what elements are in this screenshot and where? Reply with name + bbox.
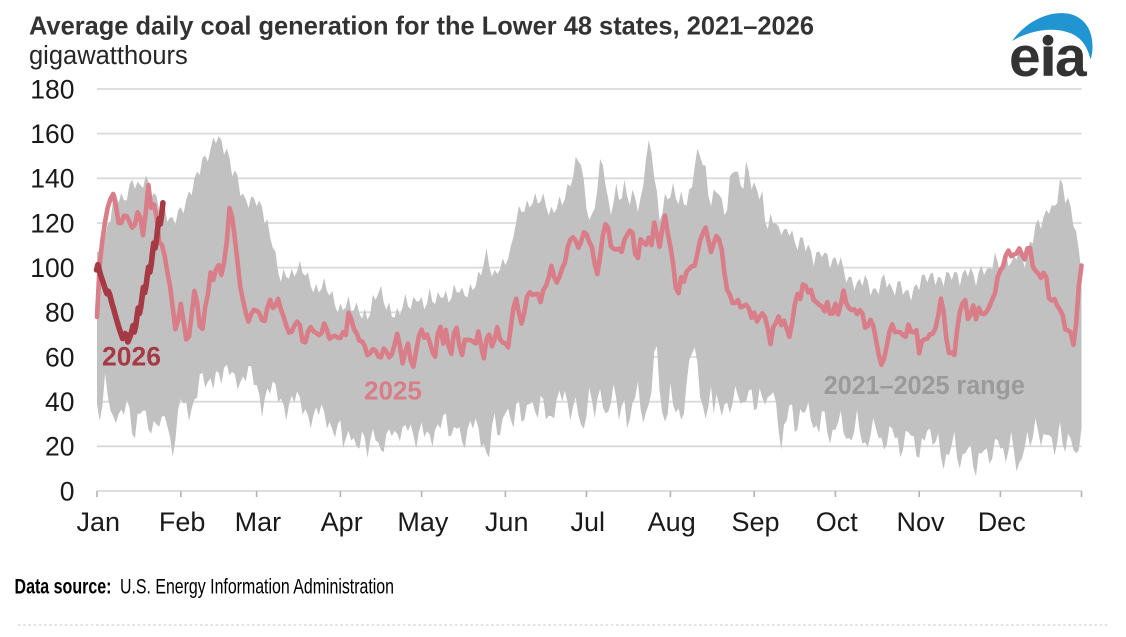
svg-text:Oct: Oct <box>816 507 859 537</box>
svg-text:120: 120 <box>30 208 74 238</box>
svg-text:2026: 2026 <box>102 342 161 372</box>
svg-text:Jun: Jun <box>485 507 529 537</box>
svg-text:20: 20 <box>45 432 74 462</box>
svg-text:140: 140 <box>30 164 74 194</box>
svg-text:e: e <box>1009 25 1041 89</box>
svg-text:Data source:: Data source: <box>15 575 112 599</box>
svg-text:Apr: Apr <box>321 507 363 537</box>
svg-text:2021–2025 range: 2021–2025 range <box>824 372 1025 400</box>
svg-text:Average daily coal generation: Average daily coal generation for the Lo… <box>29 11 814 41</box>
svg-text:100: 100 <box>30 253 74 283</box>
svg-text:2025: 2025 <box>364 376 422 406</box>
svg-text:Feb: Feb <box>159 507 206 537</box>
svg-text:Aug: Aug <box>648 507 696 537</box>
svg-text:0: 0 <box>60 476 75 506</box>
svg-text:gigawatthours: gigawatthours <box>29 42 188 70</box>
svg-text:80: 80 <box>45 298 74 328</box>
svg-text:Mar: Mar <box>235 507 282 537</box>
svg-text:U.S. Energy Information Admini: U.S. Energy Information Administration <box>120 575 394 599</box>
svg-text:Nov: Nov <box>896 507 945 537</box>
svg-text:Dec: Dec <box>978 507 1026 537</box>
svg-text:Jan: Jan <box>77 507 121 537</box>
svg-text:60: 60 <box>45 342 74 372</box>
svg-text:180: 180 <box>30 74 74 104</box>
svg-text:40: 40 <box>45 387 74 417</box>
svg-text:160: 160 <box>30 119 74 149</box>
svg-text:Sep: Sep <box>731 507 779 537</box>
svg-text:Jul: Jul <box>571 507 606 537</box>
svg-text:May: May <box>397 507 449 537</box>
